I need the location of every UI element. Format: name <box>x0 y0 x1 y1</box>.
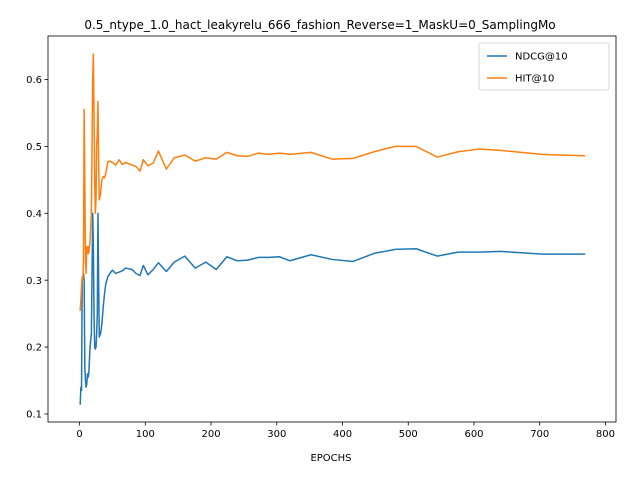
series-line-hit-10 <box>79 53 586 312</box>
x-axis-label: EPOCHS <box>310 453 351 464</box>
x-tick-label: 400 <box>333 429 352 440</box>
legend: NDCG@10 HIT@10 <box>478 42 610 91</box>
x-tick-label: 0 <box>76 429 82 440</box>
y-tick-label: 0.2 <box>26 343 42 354</box>
x-tick-label: 100 <box>136 429 155 440</box>
plot-area <box>47 35 617 423</box>
x-tick-label: 200 <box>201 429 220 440</box>
legend-label-hit-10: HIT@10 <box>515 74 554 85</box>
x-tick-label: 300 <box>267 429 286 440</box>
y-tick-label: 0.5 <box>26 142 42 153</box>
y-tick-label: 0.1 <box>26 410 42 421</box>
x-tick-label: 800 <box>596 429 615 440</box>
x-tick-label: 600 <box>464 429 483 440</box>
x-tick-label: 500 <box>399 429 418 440</box>
x-axis-ticks: 0 100 200 300 400 500 600 700 800 <box>76 422 615 440</box>
legend-box <box>478 42 610 91</box>
y-tick-label: 0.3 <box>26 276 42 287</box>
y-axis-ticks: 0.1 0.2 0.3 0.4 0.5 0.6 <box>26 75 48 421</box>
y-tick-label: 0.4 <box>26 209 42 220</box>
chart-title: 0.5_ntype_1.0_hact_leakyrelu_666_fashion… <box>84 18 555 32</box>
legend-label-ndcg-10: NDCG@10 <box>515 52 568 63</box>
series-line-ndcg-10 <box>79 212 586 405</box>
y-tick-label: 0.6 <box>26 75 42 86</box>
axes-frame <box>47 35 617 423</box>
x-tick-label: 700 <box>530 429 549 440</box>
